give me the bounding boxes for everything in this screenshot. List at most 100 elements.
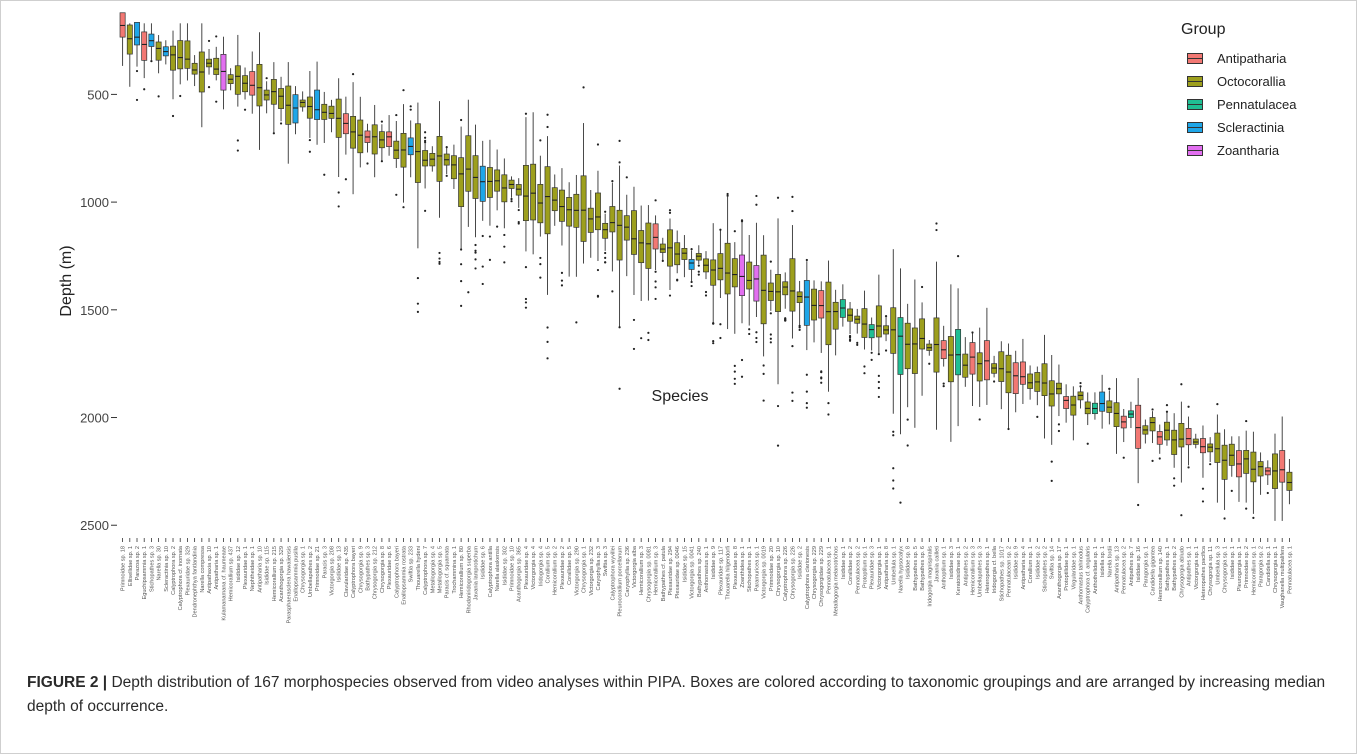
box <box>1099 391 1106 412</box>
outlier <box>546 326 549 329</box>
outlier <box>596 294 600 298</box>
x-tick-label: Anthomastus tahinodus <box>1079 546 1085 605</box>
outlier <box>424 131 427 134</box>
outlier <box>733 377 736 380</box>
x-tick-label: Plexauridae sp. 117 <box>718 546 724 595</box>
outlier <box>1137 503 1140 507</box>
x-tick-label: Calyptrophora cf. inornata <box>178 545 184 610</box>
outlier <box>524 112 528 115</box>
figure-caption: FIGURE 2 | Depth distribution of 167 mor… <box>27 671 1327 719</box>
outlier <box>697 273 700 276</box>
x-tick-label: Chrysogorgia sp. 226 <box>790 546 796 599</box>
outlier <box>805 373 808 376</box>
box <box>645 222 652 269</box>
x-tick-label: Enallopsammia rostrata <box>401 545 407 605</box>
outlier <box>906 444 909 447</box>
outlier <box>1180 514 1183 517</box>
box <box>969 342 976 375</box>
outlier <box>1209 463 1212 466</box>
outlier <box>791 399 794 402</box>
outlier <box>992 380 996 383</box>
box <box>775 274 781 312</box>
outlier <box>769 260 772 263</box>
box <box>465 135 472 192</box>
outlier <box>1122 456 1125 459</box>
x-tick-label: Chrysogorgiidae sp. 229 <box>819 546 825 607</box>
box <box>897 317 904 375</box>
outlier <box>460 304 463 308</box>
box <box>1221 444 1228 480</box>
x-tick-label: Antipatharia sp. 13 <box>1115 546 1121 593</box>
x-tick-label: Acanthogorgia sp. 17 <box>1057 546 1063 599</box>
outlier <box>460 263 463 266</box>
box <box>1178 423 1185 448</box>
box <box>278 88 284 109</box>
outlier <box>207 39 211 43</box>
outlier <box>640 337 643 340</box>
outlier <box>892 487 895 490</box>
outlier <box>524 297 528 301</box>
outlier <box>135 98 139 102</box>
outlier <box>1079 381 1082 385</box>
outlier <box>474 258 477 261</box>
box <box>256 64 263 107</box>
outlier <box>438 251 441 255</box>
box <box>134 22 140 46</box>
outlier <box>805 406 808 409</box>
outlier <box>1158 457 1161 460</box>
box <box>731 258 738 288</box>
outlier <box>524 306 528 309</box>
outlier <box>776 444 780 447</box>
outlier <box>978 418 981 421</box>
legend-key <box>1187 99 1203 110</box>
x-tick-label: Isididae sp. 1 <box>1230 546 1236 579</box>
x-tick-label: Antipatharia sp. 10 <box>257 546 263 593</box>
box <box>566 197 573 227</box>
x-tick-label: Nephtheidae sp. 1 <box>250 546 256 591</box>
box <box>868 324 875 339</box>
box <box>803 280 810 326</box>
outlier <box>798 328 801 331</box>
outlier <box>791 345 794 348</box>
x-tick-label: Plexauridae sp. 6 <box>387 546 393 589</box>
outlier <box>503 245 506 248</box>
x-tick-label: Hemicorallium sp. 140 <box>1158 546 1164 601</box>
outlier <box>654 280 657 283</box>
box <box>1070 395 1077 416</box>
outlier <box>1050 460 1053 463</box>
outlier <box>1151 459 1154 462</box>
x-tick-label: Swiftia sp. 3 <box>603 546 609 576</box>
box <box>825 281 832 346</box>
outlier <box>755 340 758 344</box>
outlier <box>892 434 895 437</box>
box <box>1207 443 1214 453</box>
x-tick-label: Isididae sp. 3 <box>949 546 955 579</box>
box <box>760 254 767 325</box>
outlier <box>848 338 852 341</box>
x-tick-label: Victorgorgia sp. 0041 <box>690 546 696 599</box>
outlier <box>596 268 600 272</box>
x-tick-label: Stichopathes sp. 2 <box>1043 546 1049 592</box>
outlier <box>647 331 650 334</box>
box <box>789 258 796 312</box>
outlier <box>697 264 700 267</box>
box <box>184 40 191 69</box>
outlier <box>748 328 751 331</box>
x-tick-label: Antipathes sp. 1 <box>1187 546 1193 586</box>
outlier <box>820 381 823 384</box>
box <box>580 175 587 242</box>
x-tick-label: Isididae sp. 8 <box>906 546 912 579</box>
outlier <box>596 143 600 146</box>
x-tick-label: Calyptrophora bayeri <box>394 546 400 598</box>
x-tick-label: Paragorgia sp. 1 <box>1143 546 1149 587</box>
outlier <box>539 256 542 260</box>
box <box>1019 361 1026 385</box>
outlier <box>719 228 722 231</box>
legend-title: Group <box>1181 21 1226 38</box>
box <box>126 24 133 55</box>
legend-label: Zoantharia <box>1217 143 1280 158</box>
x-tick-label: Antipatharia sp. 8 <box>884 546 890 590</box>
outlier <box>488 235 492 238</box>
outlier <box>467 291 470 294</box>
x-tick-label: Narella fordii <box>1107 546 1113 577</box>
